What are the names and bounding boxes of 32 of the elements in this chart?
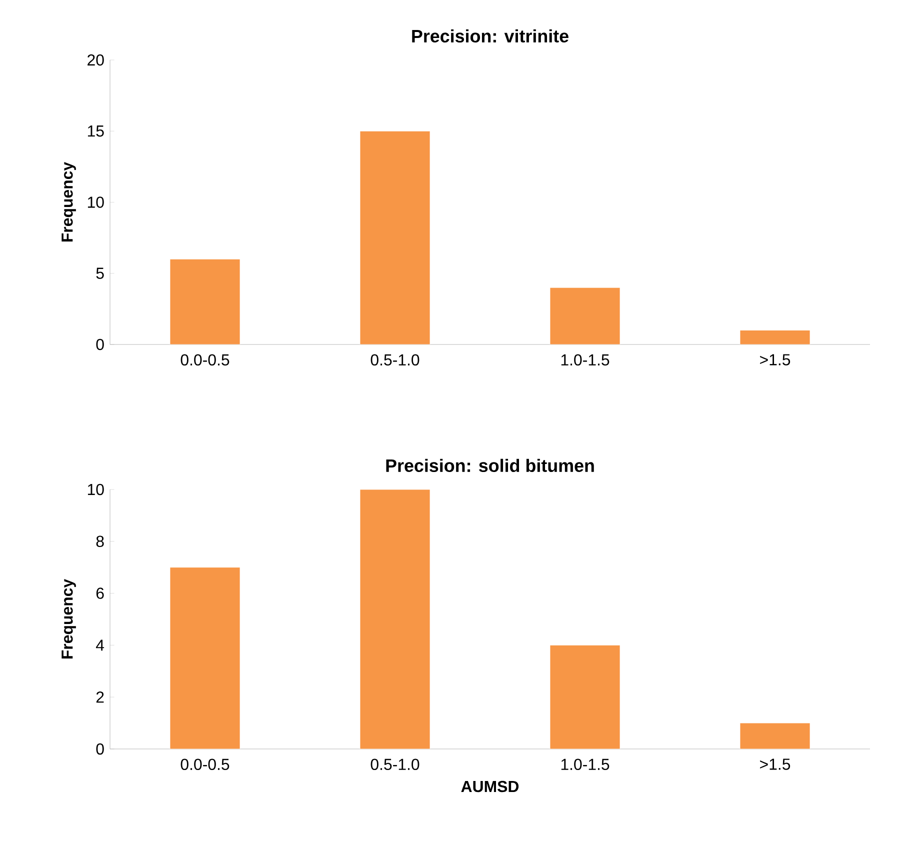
x-tick-label: 1.0-1.5 [561,758,610,770]
y-tick-label: 0 [96,743,104,755]
y-tick-label: 6 [96,588,104,599]
x-tick-label: >1.5 [760,354,790,366]
bar [360,130,430,344]
x-tick-label: >1.5 [760,758,790,770]
bar [740,330,810,344]
y-tick-label: 20 [88,54,104,66]
x-tick-label: 0.5-1.0 [370,354,420,366]
bar [740,722,810,749]
bar [550,644,620,749]
y-axis-title: Frequency [62,162,76,242]
bar [170,258,240,344]
bar [170,567,240,749]
y-axis-title: Frequency [62,579,76,658]
x-tick-label: 1.0-1.5 [561,354,610,366]
x-tick-label: 0.0-0.5 [180,758,230,770]
x-tick-label: 0.5-1.0 [370,758,420,770]
y-tick-label: 10 [88,196,104,208]
y-tick-label: 2 [96,692,104,703]
y-tick-label: 10 [88,484,104,496]
y-tick-label: 8 [96,536,104,548]
y-tick-label: 15 [88,126,104,137]
bar [360,489,430,749]
x-tick-label: 0.0-0.5 [180,354,230,366]
x-axis-title: AUMSD [461,780,519,792]
chart-title: Precision: vitrinite [412,29,568,42]
chart-title: Precision: solid bitumen [386,458,594,472]
bar [550,287,620,344]
y-tick-label: 4 [96,640,104,651]
y-tick-label: 0 [96,338,104,350]
y-tick-label: 5 [96,268,104,279]
